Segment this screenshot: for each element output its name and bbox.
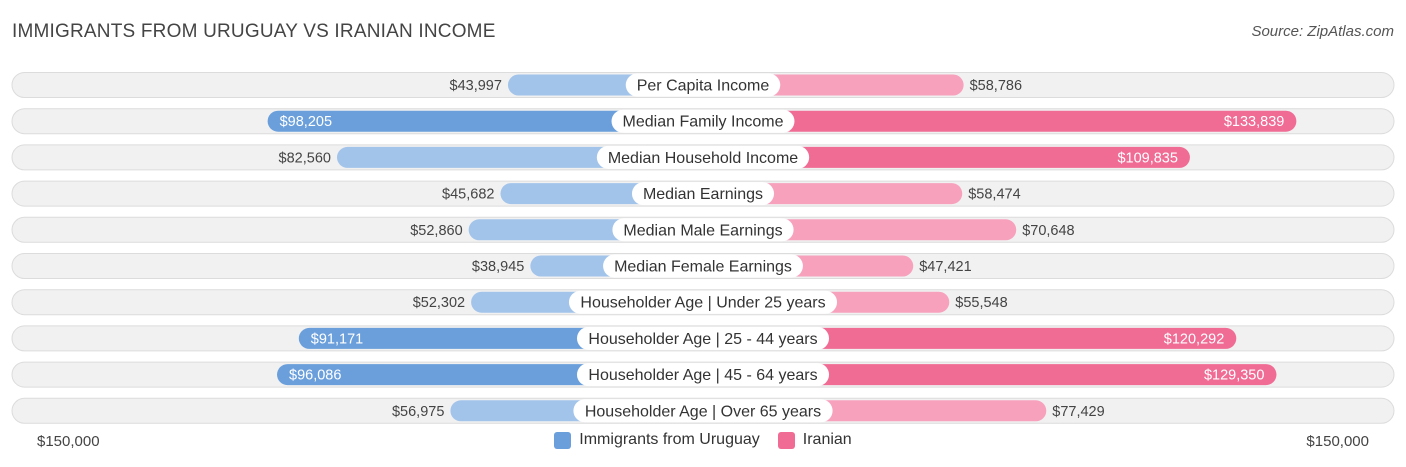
value-label-uruguay-householder-age-under-25-years: $52,302 <box>413 295 465 311</box>
legend-item-uruguay: Immigrants from Uruguay <box>554 431 760 449</box>
diverging-bar-chart: Per Capita Income $43,997 $58,786 Median Fa… <box>11 72 1395 424</box>
value-label-uruguay-median-female-earnings: $38,945 <box>472 259 524 275</box>
category-label-per-capita-income: Per Capita Income <box>637 78 770 95</box>
bar-iranian-householder-age-25-44-years <box>703 327 1237 349</box>
value-label-uruguay-householder-age-over-65-years: $56,975 <box>392 404 444 420</box>
category-pill-householder-age-25-44-years <box>576 326 830 350</box>
category-pill-per-capita-income <box>625 73 781 97</box>
category-label-householder-age-under-25-years: Householder Age | Under 25 years <box>580 295 825 312</box>
legend-swatch-uruguay <box>554 431 572 449</box>
category-label-householder-age-25-44-years: Householder Age | 25 - 44 years <box>588 331 817 348</box>
category-pill-householder-age-under-25-years <box>568 290 838 314</box>
legend-label-uruguay: Immigrants from Uruguay <box>579 431 760 448</box>
bar-iranian-median-household-income <box>703 146 1190 168</box>
bar-iranian-householder-age-45-64-years <box>703 364 1277 386</box>
legend-swatch-iranian <box>777 431 795 449</box>
category-pill-median-female-earnings <box>603 254 803 278</box>
bar-iranian-median-family-income <box>703 110 1297 132</box>
value-label-iranian-per-capita-income: $58,786 <box>970 78 1022 94</box>
category-pill-householder-age-over-65-years <box>573 399 833 423</box>
category-label-median-earnings: Median Earnings <box>643 186 763 203</box>
category-pill-median-male-earnings <box>612 218 794 242</box>
value-label-uruguay-per-capita-income: $43,997 <box>450 78 502 94</box>
category-label-householder-age-45-64-years: Householder Age | 45 - 64 years <box>588 367 817 384</box>
axis-right-max-label: $150,000 <box>1306 433 1369 450</box>
category-label-median-family-income: Median Family Income <box>623 114 784 131</box>
category-pill-median-household-income <box>596 145 810 169</box>
value-label-uruguay-householder-age-25-44-years: $91,171 <box>311 331 363 347</box>
category-label-median-male-earnings: Median Male Earnings <box>623 222 782 239</box>
chart-title: IMMIGRANTS FROM URUGUAY VS IRANIAN INCOM… <box>12 21 496 42</box>
category-label-median-female-earnings: Median Female Earnings <box>614 259 792 276</box>
axis-left-max-label: $150,000 <box>37 433 100 450</box>
chart-legend: Immigrants from Uruguay Iranian <box>0 431 1406 449</box>
category-label-householder-age-over-65-years: Householder Age | Over 65 years <box>585 403 821 420</box>
value-label-iranian-householder-age-under-25-years: $55,548 <box>955 295 1007 311</box>
value-label-iranian-median-household-income: $109,835 <box>1117 150 1177 166</box>
category-pill-householder-age-45-64-years <box>576 363 830 387</box>
value-label-uruguay-householder-age-45-64-years: $96,086 <box>289 368 341 384</box>
value-label-iranian-median-male-earnings: $70,648 <box>1022 223 1074 239</box>
value-label-iranian-median-female-earnings: $47,421 <box>919 259 971 275</box>
value-label-iranian-median-earnings: $58,474 <box>968 187 1020 203</box>
bar-uruguay-median-family-income <box>267 110 703 132</box>
legend-item-iranian: Iranian <box>777 431 852 449</box>
value-label-uruguay-median-male-earnings: $52,860 <box>410 223 462 239</box>
value-label-uruguay-median-household-income: $82,560 <box>279 150 331 166</box>
category-pill-median-earnings <box>631 182 775 206</box>
legend-label-iranian: Iranian <box>802 431 852 448</box>
value-label-iranian-householder-age-45-64-years: $129,350 <box>1204 368 1264 384</box>
value-label-uruguay-median-earnings: $45,682 <box>442 187 494 203</box>
category-label-median-household-income: Median Household Income <box>608 150 798 167</box>
value-label-iranian-householder-age-over-65-years: $77,429 <box>1052 404 1104 420</box>
value-label-uruguay-median-family-income: $98,205 <box>280 114 332 130</box>
value-label-iranian-householder-age-25-44-years: $120,292 <box>1164 331 1224 347</box>
value-label-iranian-median-family-income: $133,839 <box>1224 114 1284 130</box>
chart-source: Source: ZipAtlas.com <box>1251 23 1394 40</box>
category-pill-median-family-income <box>611 109 795 133</box>
